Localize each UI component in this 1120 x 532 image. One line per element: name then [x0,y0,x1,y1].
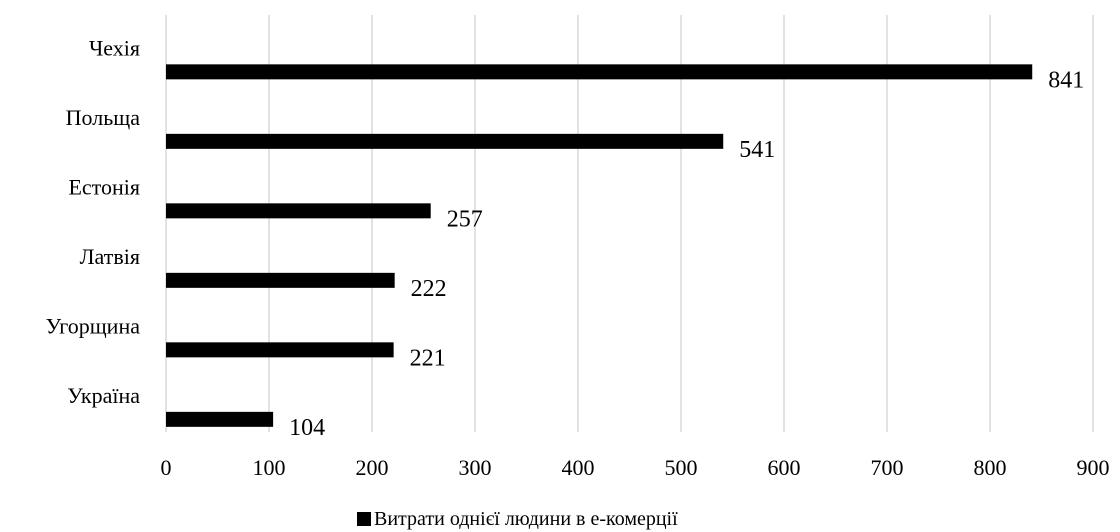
x-axis-tick-labels: 0 100 200 300 400 500 600 700 800 900 [161,455,1110,480]
data-label: 257 [447,206,483,232]
category-label: Естонія [68,174,140,199]
category-label: Угорщина [46,313,141,338]
x-tick-label: 900 [1077,455,1110,480]
x-tick-label: 600 [768,455,801,480]
legend: Витрати однієї людини в е-комерції [357,508,678,530]
data-label: 222 [411,276,447,302]
category-labels: Чехія Польща Естонія Латвія Угорщина Україна [46,35,141,408]
category-label: Україна [67,383,140,408]
x-tick-label: 300 [459,455,492,480]
data-label: 541 [739,137,775,163]
data-label: 841 [1048,67,1084,93]
x-tick-label: 100 [253,455,286,480]
x-tick-label: 400 [562,455,595,480]
category-label: Чехія [89,35,140,60]
legend-swatch [357,512,371,526]
bar [166,411,274,427]
x-tick-label: 200 [356,455,389,480]
x-tick-label: 700 [871,455,904,480]
data-label: 221 [410,345,446,371]
x-tick-label: 500 [665,455,698,480]
bar [166,64,1033,80]
bar [166,133,724,149]
bar [166,342,394,358]
legend-label: Витрати однієї людини в е-комерції [374,508,678,530]
x-tick-label: 0 [161,455,172,480]
category-label: Польща [66,105,141,130]
bars [166,64,1033,427]
data-label: 104 [289,415,325,441]
category-label: Латвія [80,244,140,269]
x-tick-label: 800 [974,455,1007,480]
data-labels: 841 541 257 222 221 104 [289,67,1084,441]
bar [166,203,431,219]
bar [166,272,395,288]
gridlines [165,15,1094,432]
